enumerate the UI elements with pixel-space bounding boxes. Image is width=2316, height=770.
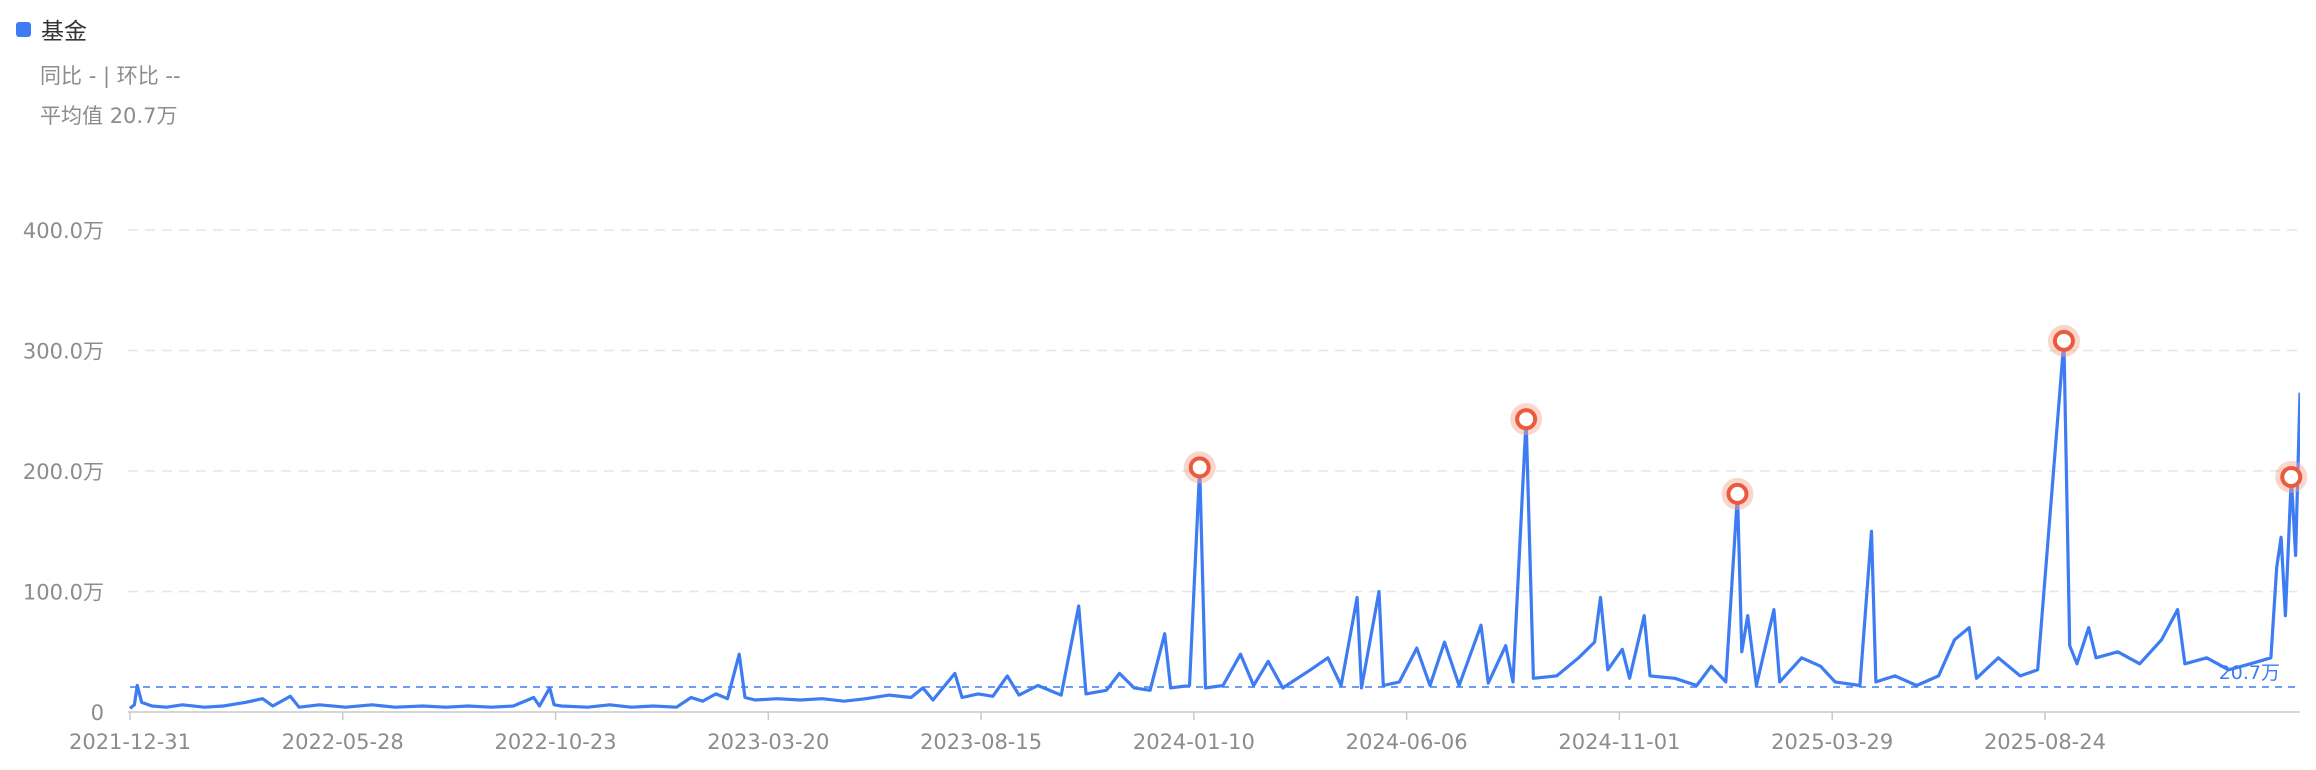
yoy-value: -: [88, 64, 97, 88]
peak-marker[interactable]: [1515, 408, 1538, 431]
marker-layer: [1183, 324, 2308, 510]
series-layer: [128, 339, 2300, 710]
x-tick-label: 2023-08-15: [920, 730, 1042, 754]
legend-label: 基金: [41, 19, 87, 45]
legend-swatch: [16, 21, 31, 37]
y-tick-label: 400.0万: [23, 219, 104, 243]
x-tick-label: 2025-08-24: [1984, 730, 2106, 754]
y-tick-label: 300.0万: [23, 340, 104, 364]
x-axis: 2021-12-31 2022-05-28 2022-10-23 2023-03-20…: [69, 711, 2300, 754]
y-tick-label: 100.0万: [23, 581, 104, 605]
x-tick-label: 2024-01-10: [1133, 730, 1255, 754]
mom-label: 环比: [116, 64, 159, 88]
average-stat: 平均值 20.7万: [40, 100, 177, 130]
x-tick-label: 2024-11-01: [1558, 730, 1680, 754]
x-tick-label: 2025-03-29: [1771, 730, 1893, 754]
peak-marker[interactable]: [2280, 466, 2303, 489]
mom-value: --: [165, 64, 181, 88]
y-tick-label: 200.0万: [23, 460, 104, 484]
x-tick-label: 2022-05-28: [282, 730, 404, 754]
average-label: 平均值: [40, 104, 103, 128]
grid-lines: [128, 229, 2300, 593]
peak-marker[interactable]: [2052, 329, 2075, 352]
series-line[interactable]: [128, 339, 2300, 710]
average-value: 20.7万: [109, 104, 178, 128]
x-tick-label: 2023-03-20: [707, 730, 829, 754]
y-tick-label: 0: [91, 701, 104, 725]
peak-marker[interactable]: [1188, 456, 1211, 479]
peak-marker[interactable]: [1726, 482, 1749, 505]
x-tick-label: 2022-10-23: [495, 730, 617, 754]
stat-separator: |: [102, 64, 111, 88]
x-tick-label: 2024-06-06: [1346, 730, 1468, 754]
yoy-label: 同比: [40, 64, 82, 88]
legend[interactable]: 基金: [16, 12, 87, 46]
y-axis-ticks: 0 100.0万 200.0万 300.0万 400.0万: [23, 219, 104, 725]
yoy-mom-stat: 同比 - | 环比 --: [40, 60, 181, 90]
x-tick-label: 2021-12-31: [69, 730, 191, 754]
